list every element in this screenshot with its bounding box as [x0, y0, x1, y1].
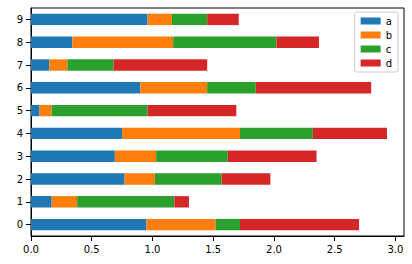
- svg-text:b: b: [386, 30, 392, 41]
- svg-text:9: 9: [17, 14, 23, 25]
- svg-text:0: 0: [17, 219, 23, 230]
- svg-text:c: c: [386, 44, 392, 55]
- svg-text:0.0: 0.0: [23, 244, 39, 255]
- svg-text:3.0: 3.0: [388, 244, 404, 255]
- svg-text:4: 4: [17, 128, 23, 139]
- svg-text:3: 3: [17, 151, 23, 162]
- svg-text:1: 1: [17, 196, 23, 207]
- svg-text:6: 6: [17, 82, 23, 93]
- svg-text:d: d: [386, 58, 392, 69]
- svg-text:2.5: 2.5: [327, 244, 343, 255]
- svg-text:2: 2: [17, 174, 23, 185]
- svg-text:1.5: 1.5: [205, 244, 221, 255]
- svg-text:2.0: 2.0: [266, 244, 282, 255]
- svg-text:0.5: 0.5: [84, 244, 100, 255]
- svg-text:1.0: 1.0: [145, 244, 161, 255]
- svg-text:7: 7: [17, 60, 23, 71]
- svg-text:5: 5: [17, 105, 23, 116]
- svg-text:8: 8: [17, 37, 23, 48]
- svg-text:a: a: [386, 16, 392, 27]
